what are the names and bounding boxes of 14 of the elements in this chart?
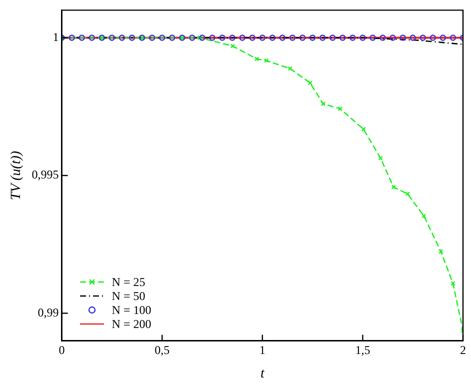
x-tick-label: 1 <box>259 343 266 358</box>
legend-label: N = 25 <box>112 274 146 289</box>
legend-label: N = 100 <box>112 302 152 317</box>
x-axis-title: t <box>260 366 266 382</box>
y-tick-label: 0,995 <box>32 168 59 182</box>
x-tick-label: 0,5 <box>154 343 170 358</box>
x-tick-label: 1,5 <box>355 343 370 358</box>
y-axis-title: TV (u(t)) <box>9 150 24 200</box>
y-tick-label: 1 <box>52 30 59 44</box>
x-tick-label: 2 <box>460 343 466 358</box>
legend-label: N = 200 <box>112 316 152 331</box>
legend-label: N = 50 <box>112 288 146 303</box>
y-tick-label: 0,99 <box>38 305 59 320</box>
x-tick-label: 0 <box>58 343 65 358</box>
